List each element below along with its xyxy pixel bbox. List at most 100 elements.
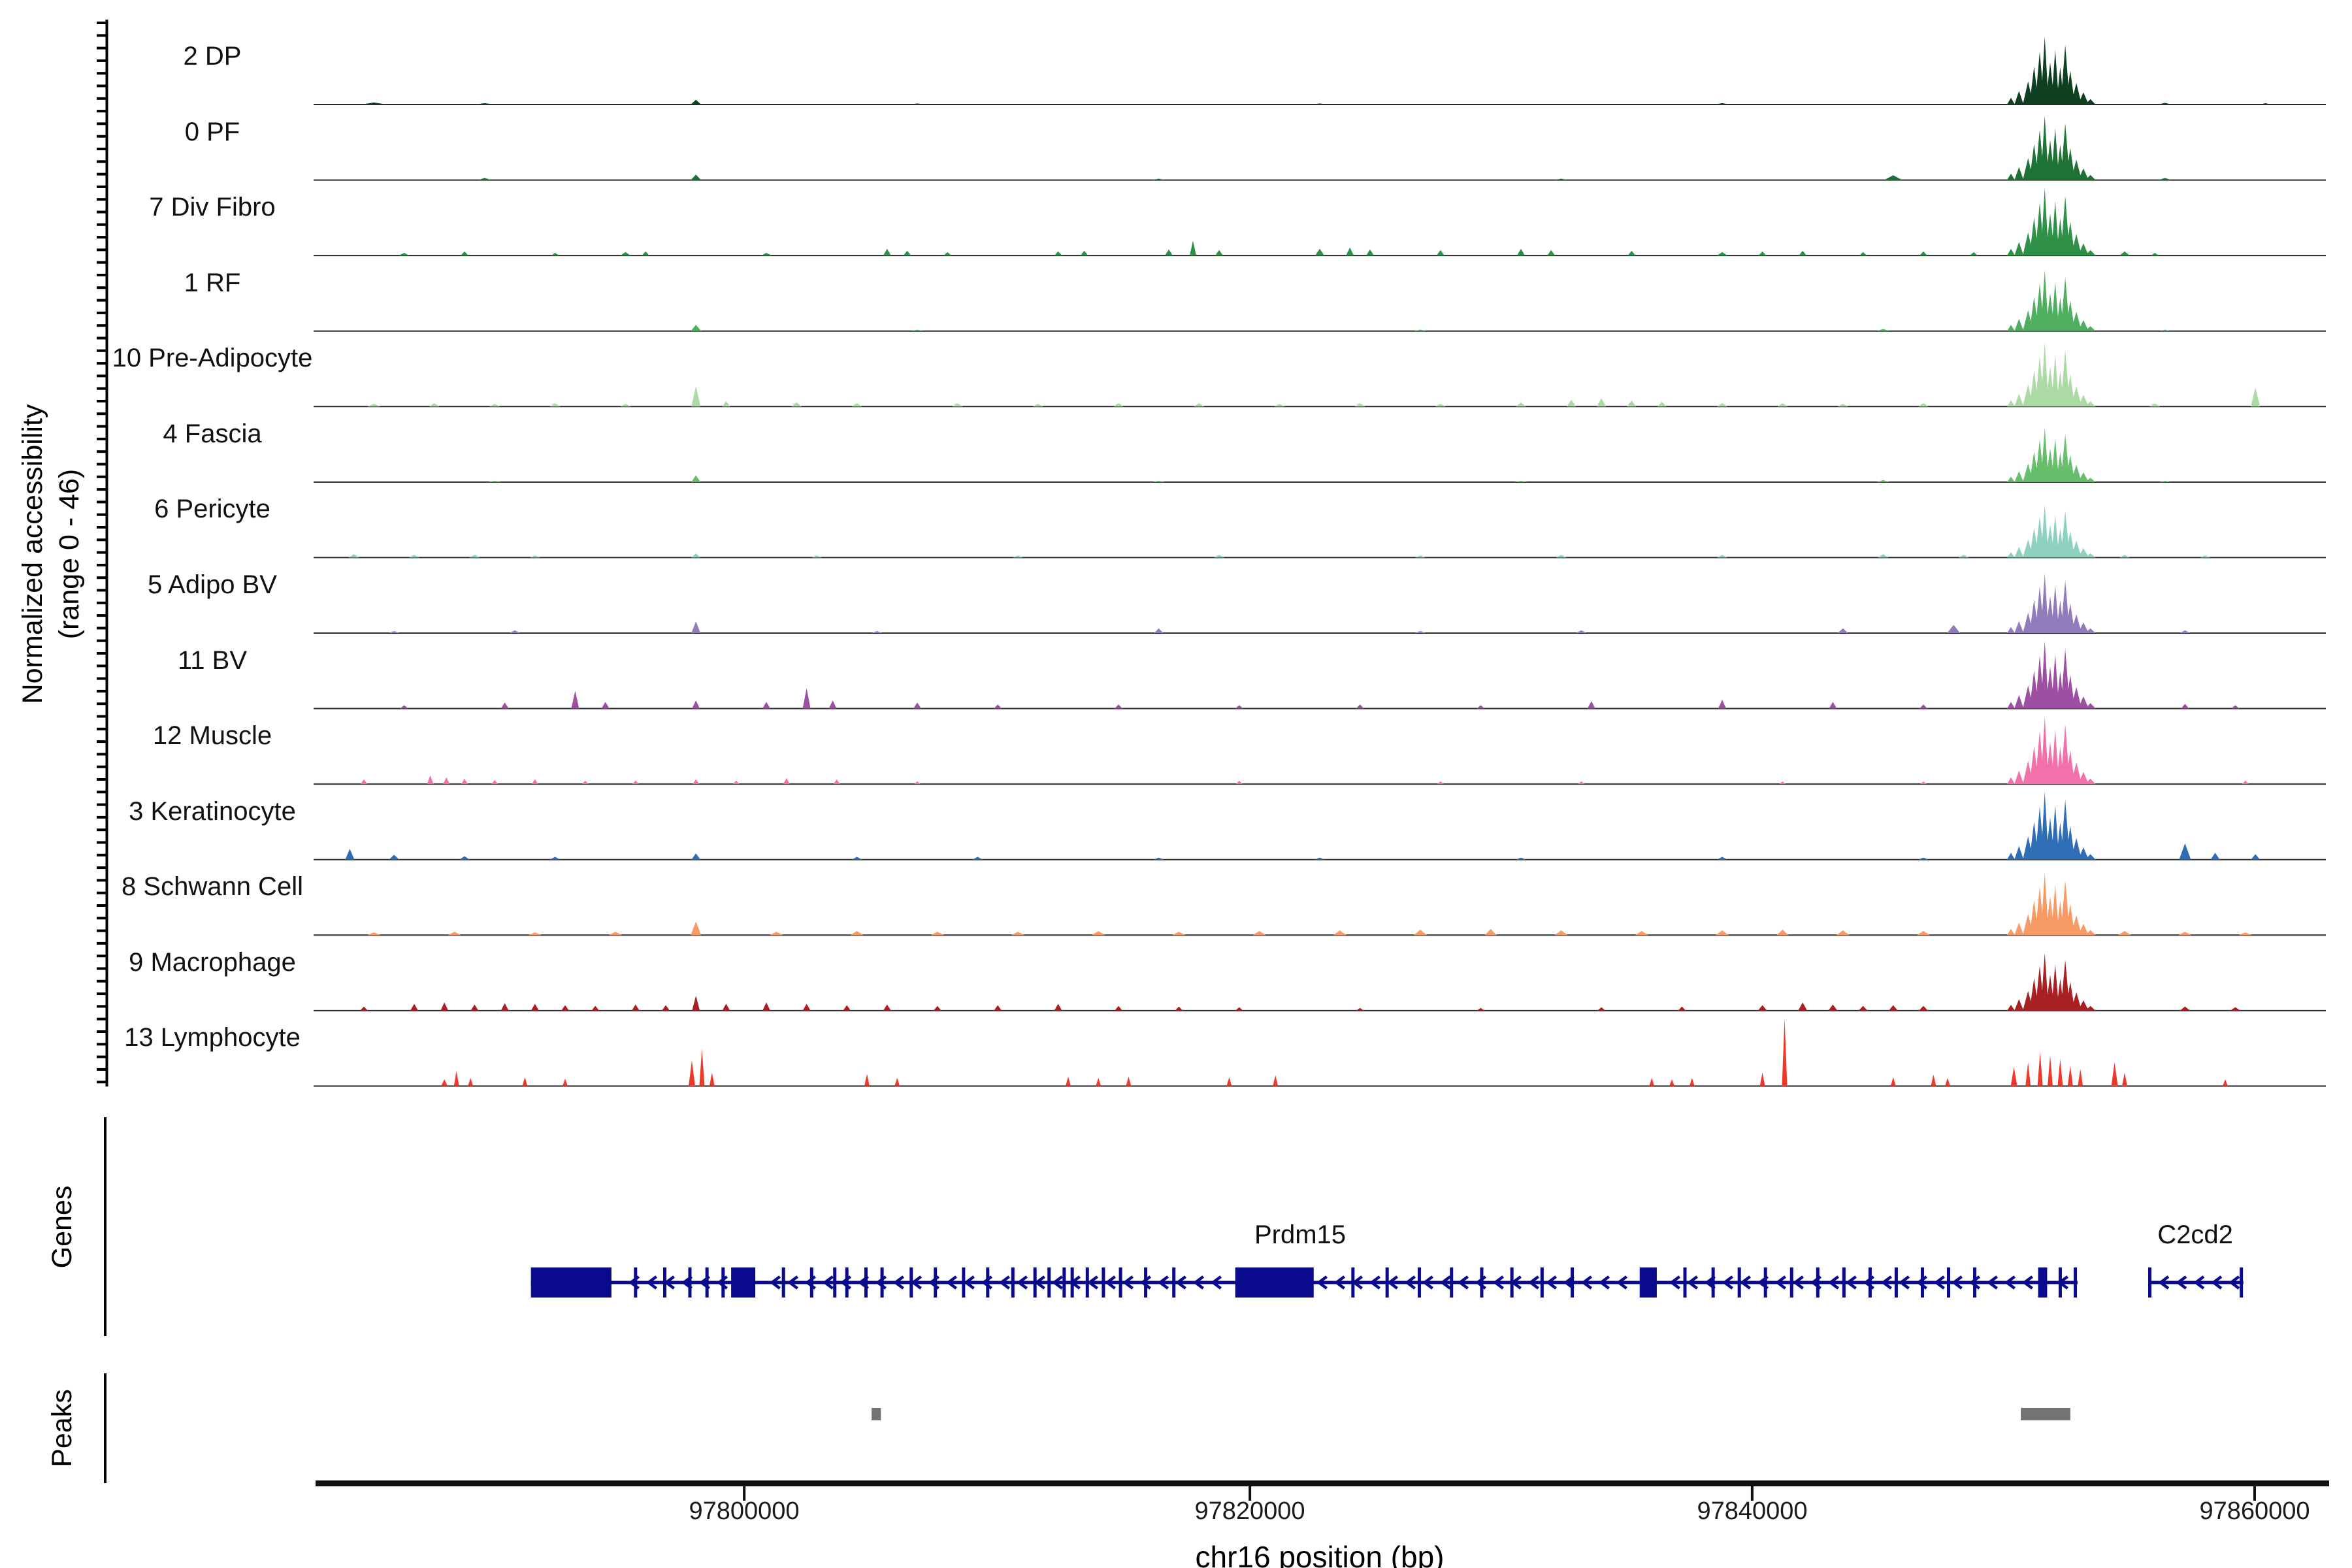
track-signal <box>348 504 2211 558</box>
gene-strand-chevron <box>910 1275 922 1290</box>
gene-strand-chevron <box>1439 1275 1451 1290</box>
gene-strand-chevron <box>1580 1275 1592 1290</box>
gene-exon-thin <box>2148 1267 2151 1298</box>
gene-strand-chevron <box>1051 1275 1063 1290</box>
gene-strand-chevron <box>1845 1275 1857 1290</box>
gene-exon-wide <box>531 1267 612 1298</box>
gene-exon-thin <box>1920 1267 1924 1298</box>
gene-exon-thin <box>688 1267 692 1298</box>
gene-exon-thin <box>1480 1267 1484 1298</box>
gene-exon-thin <box>2240 1267 2244 1298</box>
gene-exon-thin <box>1571 1267 1575 1298</box>
gene-strand-chevron <box>892 1275 904 1290</box>
gene-strand-chevron <box>1669 1275 1680 1290</box>
x-axis-tick <box>743 1486 746 1501</box>
track-label-0-pf: 0 PF <box>184 118 240 146</box>
track-label-6-pericyte: 6 Pericyte <box>154 495 270 523</box>
gene-strand-chevron <box>1916 1275 1927 1290</box>
gene-exon-thin <box>1683 1267 1687 1298</box>
gene-exon-thin <box>1947 1267 1950 1298</box>
gene-strand-chevron <box>681 1275 693 1290</box>
gene-strand-chevron <box>787 1275 798 1290</box>
gene-strand-chevron <box>945 1275 957 1290</box>
gene-exon-thin <box>1973 1267 1977 1298</box>
gene-exon-wide <box>1235 1267 1314 1298</box>
gene-strand-chevron <box>804 1275 816 1290</box>
gene-strand-chevron <box>1951 1275 1963 1290</box>
x-tick-97800000: 97800000 <box>689 1497 800 1525</box>
gene-strand-chevron <box>663 1275 675 1290</box>
gene-strand-chevron <box>1104 1275 1116 1290</box>
track-signal <box>361 37 2271 105</box>
gene-strand-chevron <box>1933 1275 1945 1290</box>
gene-exon-thin <box>1119 1267 1122 1298</box>
gene-strand-chevron <box>698 1275 710 1290</box>
gene-exon-thin <box>1062 1267 1066 1298</box>
gene-strand-chevron <box>1986 1275 1998 1290</box>
gene-exon-thin <box>809 1267 813 1298</box>
x-axis-line <box>316 1480 2329 1486</box>
gene-exon-thin <box>634 1267 638 1298</box>
track-signal <box>367 342 2261 407</box>
gene-exon-thin <box>833 1267 837 1298</box>
gene-exon-thin <box>1894 1267 1898 1298</box>
gene-strand-chevron <box>1757 1275 1769 1290</box>
gene-strand-chevron <box>1316 1275 1328 1290</box>
gene-strand-chevron <box>1492 1275 1504 1290</box>
gene-strand-chevron <box>1475 1275 1486 1290</box>
gene-strand-chevron <box>2193 1275 2205 1290</box>
gene-strand-chevron <box>1069 1275 1081 1290</box>
gene-name-c2cd2: C2cd2 <box>2157 1220 2233 1249</box>
gene-strand-chevron <box>1616 1275 1627 1290</box>
gene-strand-chevron <box>1686 1275 1698 1290</box>
gene-strand-chevron <box>1792 1275 1804 1290</box>
gene-exon-thin <box>1144 1267 1148 1298</box>
track-label-9-macrophage: 9 Macrophage <box>129 948 296 977</box>
gene-strand-chevron <box>822 1275 834 1290</box>
gene-exon-thin <box>845 1267 849 1298</box>
gene-strand-chevron <box>1386 1275 1398 1290</box>
x-axis-tick <box>1249 1486 1252 1501</box>
gene-exon-thin <box>1172 1267 1176 1298</box>
gene-exon-thin <box>934 1267 938 1298</box>
gene-strand-chevron <box>1863 1275 1874 1290</box>
gene-strand-chevron <box>2176 1275 2187 1290</box>
gene-strand-chevron <box>1527 1275 1539 1290</box>
gene-exon-thin <box>781 1267 785 1298</box>
track-signal <box>345 791 2261 860</box>
gene-strand-chevron <box>1210 1275 1222 1290</box>
gene-strand-chevron <box>963 1275 975 1290</box>
gene-strand-chevron <box>1810 1275 1821 1290</box>
track-signal <box>399 188 2159 256</box>
gene-exon-thin <box>2074 1267 2078 1298</box>
gene-name-prdm15: Prdm15 <box>1254 1220 1347 1249</box>
track-label-11-bv: 11 BV <box>178 646 247 675</box>
gene-exon-wide <box>2038 1267 2048 1298</box>
peak-region-box <box>872 1408 881 1420</box>
gene-strand-chevron <box>645 1275 657 1290</box>
gene-exon-thin <box>1540 1267 1544 1298</box>
peaks-section-label: Peaks <box>46 1389 78 1467</box>
gene-strand-chevron <box>981 1275 992 1290</box>
track-signal <box>488 427 2170 482</box>
track-signal <box>478 115 2172 180</box>
track-signal <box>367 872 2252 936</box>
gene-exon-thin <box>1868 1267 1872 1298</box>
track-label-1-rf: 1 RF <box>184 269 241 297</box>
track-label-2-dp: 2 DP <box>183 42 242 71</box>
gene-strand-chevron <box>1827 1275 1839 1290</box>
gene-strand-chevron <box>1175 1275 1186 1290</box>
gene-strand-chevron <box>998 1275 1010 1290</box>
gene-strand-chevron <box>875 1275 887 1290</box>
gene-strand-chevron <box>1545 1275 1557 1290</box>
gene-exon-thin <box>864 1267 868 1298</box>
gene-strand-chevron <box>928 1275 939 1290</box>
gene-strand-chevron <box>1351 1275 1363 1290</box>
track-signal <box>360 953 2241 1011</box>
gene-strand-chevron <box>840 1275 851 1290</box>
track-label-12-muscle: 12 Muscle <box>152 721 272 750</box>
gene-strand-chevron <box>716 1275 728 1290</box>
gene-exon-thin <box>1417 1267 1421 1298</box>
gene-exon-thin <box>1047 1267 1051 1298</box>
